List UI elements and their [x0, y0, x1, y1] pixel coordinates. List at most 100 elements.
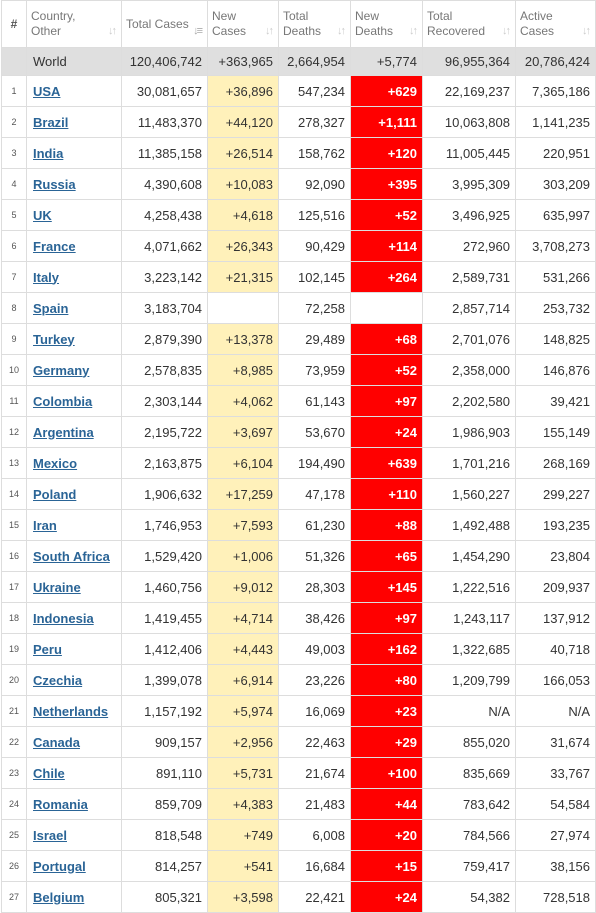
country-link[interactable]: Canada: [33, 734, 80, 750]
total-cases-cell: 11,483,370: [121, 106, 208, 138]
country-cell: Germany: [26, 354, 122, 386]
row-index: 8: [1, 292, 27, 324]
country-link[interactable]: France: [33, 238, 76, 254]
active-cases-cell: 27,974: [515, 819, 596, 851]
country-link[interactable]: Colombia: [33, 393, 93, 409]
table-row: 20 Czechia 1,399,078 +6,914 23,226 +80 1,209,7…: [1, 664, 596, 696]
row-index: 12: [1, 416, 27, 448]
sort-icon[interactable]: ↓↑: [502, 25, 511, 37]
table-header: # Country, Other ↓↑ Total Cases ↓≡ New Cas…: [1, 0, 596, 48]
total-recovered-cell: 2,202,580: [422, 385, 516, 417]
country-cell: France: [26, 230, 122, 262]
active-cases-cell: 39,421: [515, 385, 596, 417]
sort-icon[interactable]: ↓↑: [582, 25, 591, 37]
column-header-total-recovered[interactable]: Total Recovered ↓↑: [422, 0, 516, 48]
country-link[interactable]: Turkey: [33, 331, 75, 347]
new-deaths-cell: +162: [350, 633, 423, 665]
total-recovered-cell: 2,701,076: [422, 323, 516, 355]
country-link[interactable]: Romania: [33, 796, 88, 812]
total-cases-cell: 2,303,144: [121, 385, 208, 417]
country-link[interactable]: UK: [33, 207, 52, 223]
sort-icon[interactable]: ↓↑: [337, 25, 346, 37]
column-header-total-recovered-label: Total Recovered: [427, 9, 486, 38]
total-deaths-cell: 194,490: [278, 447, 351, 479]
column-header-new-deaths[interactable]: New Deaths ↓↑: [350, 0, 423, 48]
country-link[interactable]: Russia: [33, 176, 76, 192]
country-link[interactable]: Chile: [33, 765, 65, 781]
table-row: 6 France 4,071,662 +26,343 90,429 +114 272,960…: [1, 230, 596, 262]
country-link[interactable]: Spain: [33, 300, 69, 316]
sort-icon[interactable]: ↓↑: [108, 25, 117, 37]
total-cases-cell: 3,183,704: [121, 292, 208, 324]
total-recovered-cell: 783,642: [422, 788, 516, 820]
sort-icon[interactable]: ↓↑: [265, 25, 274, 37]
row-index: 24: [1, 788, 27, 820]
country-cell: Russia: [26, 168, 122, 200]
country-link[interactable]: Poland: [33, 486, 77, 502]
country-link[interactable]: Argentina: [33, 424, 94, 440]
world-new-cases: +363,965: [207, 47, 279, 76]
row-index: 25: [1, 819, 27, 851]
total-recovered-cell: 3,995,309: [422, 168, 516, 200]
country-cell: Netherlands: [26, 695, 122, 727]
total-recovered-cell: 1,322,685: [422, 633, 516, 665]
world-total-cases: 120,406,742: [121, 47, 208, 76]
new-cases-cell: +1,006: [207, 540, 279, 572]
country-link[interactable]: Netherlands: [33, 703, 109, 719]
total-deaths-cell: 47,178: [278, 478, 351, 510]
country-link[interactable]: Germany: [33, 362, 90, 378]
column-header-country[interactable]: Country, Other ↓↑: [26, 0, 122, 48]
table-row: 11 Colombia 2,303,144 +4,062 61,143 +97 2,202,…: [1, 385, 596, 417]
country-link[interactable]: India: [33, 145, 64, 161]
active-cases-cell: 23,804: [515, 540, 596, 572]
new-deaths-cell: +100: [350, 757, 423, 789]
country-link[interactable]: USA: [33, 83, 61, 99]
new-deaths-cell: +24: [350, 416, 423, 448]
country-link[interactable]: Peru: [33, 641, 62, 657]
column-header-active-cases[interactable]: Active Cases ↓↑: [515, 0, 596, 48]
column-header-new-cases[interactable]: New Cases ↓↑: [207, 0, 279, 48]
country-link[interactable]: Iran: [33, 517, 57, 533]
total-recovered-cell: 1,243,117: [422, 602, 516, 634]
country-link[interactable]: Israel: [33, 827, 67, 843]
country-link[interactable]: South Africa: [33, 548, 110, 564]
new-deaths-cell: +65: [350, 540, 423, 572]
country-link[interactable]: Brazil: [33, 114, 69, 130]
new-deaths-cell: +20: [350, 819, 423, 851]
column-header-total-deaths[interactable]: Total Deaths ↓↑: [278, 0, 351, 48]
new-cases-cell: +6,104: [207, 447, 279, 479]
country-link[interactable]: Mexico: [33, 455, 78, 471]
total-deaths-cell: 51,326: [278, 540, 351, 572]
country-link[interactable]: Czechia: [33, 672, 83, 688]
table-row: 7 Italy 3,223,142 +21,315 102,145 +264 2,589,7…: [1, 261, 596, 293]
row-index: 7: [1, 261, 27, 293]
new-deaths-cell: +68: [350, 323, 423, 355]
total-cases-cell: 1,399,078: [121, 664, 208, 696]
country-link[interactable]: Portugal: [33, 858, 86, 874]
active-cases-cell: 33,767: [515, 757, 596, 789]
country-cell: Turkey: [26, 323, 122, 355]
sort-desc-icon[interactable]: ↓≡: [193, 25, 203, 37]
country-link[interactable]: Ukraine: [33, 579, 81, 595]
country-cell: Romania: [26, 788, 122, 820]
table-row: 17 Ukraine 1,460,756 +9,012 28,303 +145 1,222,…: [1, 571, 596, 603]
new-cases-cell: +44,120: [207, 106, 279, 138]
column-header-total-cases[interactable]: Total Cases ↓≡: [121, 0, 208, 48]
total-cases-cell: 1,529,420: [121, 540, 208, 572]
table-row: 22 Canada 909,157 +2,956 22,463 +29 855,020 31,…: [1, 726, 596, 758]
new-deaths-cell: +145: [350, 571, 423, 603]
sort-icon[interactable]: ↓↑: [409, 25, 418, 37]
country-link[interactable]: Indonesia: [33, 610, 94, 626]
country-link[interactable]: Belgium: [33, 889, 85, 905]
column-header-number[interactable]: #: [1, 0, 27, 48]
active-cases-cell: 268,169: [515, 447, 596, 479]
new-deaths-cell: +629: [350, 75, 423, 107]
table-row: 13 Mexico 2,163,875 +6,104 194,490 +639 1,701,…: [1, 447, 596, 479]
active-cases-cell: 1,141,235: [515, 106, 596, 138]
active-cases-cell: N/A: [515, 695, 596, 727]
country-cell: Canada: [26, 726, 122, 758]
country-link[interactable]: Italy: [33, 269, 60, 285]
new-deaths-cell: +97: [350, 602, 423, 634]
total-recovered-cell: 1,222,516: [422, 571, 516, 603]
new-deaths-cell: +114: [350, 230, 423, 262]
